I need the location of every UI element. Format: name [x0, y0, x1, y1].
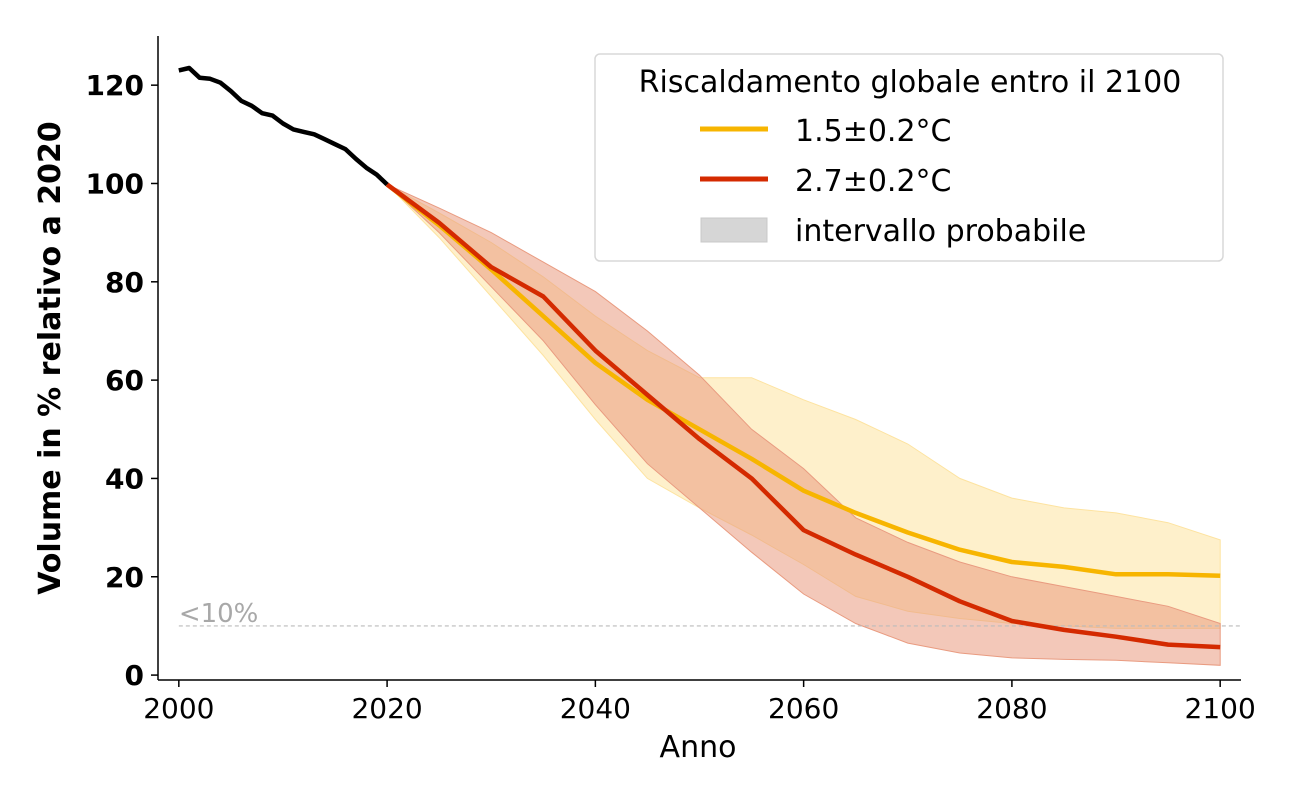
x-tick-label-2020: 2020 — [351, 692, 422, 725]
legend-label-2-7c: 2.7±0.2°C — [795, 164, 952, 199]
x-tick-label-2060: 2060 — [768, 692, 839, 725]
x-tick-label-2000: 2000 — [143, 692, 214, 725]
y-axis-title: Volume in % relativo a 2020 — [33, 121, 68, 595]
legend-label-1-5c: 1.5±0.2°C — [795, 114, 952, 149]
reference-line-label: <10% — [179, 599, 259, 629]
x-tick-label-2040: 2040 — [560, 692, 631, 725]
axes: 2000 2020 2040 2060 2080 2100 020406080100120… — [33, 36, 1256, 765]
band-2-7-0-2-c — [386, 184, 1221, 666]
y-tick-label-20: 20 — [105, 561, 144, 594]
x-tick-label-2080: 2080 — [976, 692, 1047, 725]
series-line-1-5-0-2-c — [385, 182, 1221, 579]
y-tick-label-60: 60 — [105, 364, 144, 397]
x-axis-title: Anno — [660, 730, 737, 765]
legend: Riscaldamento globale entro il 2100 1.5±… — [594, 53, 1224, 262]
plot-area: <10% — [178, 65, 1241, 666]
legend-box — [594, 53, 1224, 262]
y-tick-label-0: 0 — [125, 659, 144, 692]
y-tick-label-40: 40 — [105, 462, 144, 495]
x-tick-label-2100: 2100 — [1185, 692, 1256, 725]
legend-band-swatch — [700, 217, 768, 243]
x-ticks: 2000 2020 2040 2060 2080 2100 — [143, 680, 1256, 725]
historical-line — [178, 65, 389, 187]
series-line-2-7-0-2-c — [385, 182, 1221, 650]
y-tick-label-100: 100 — [86, 167, 144, 200]
legend-title: Riscaldamento globale entro il 2100 — [639, 65, 1182, 100]
y-tick-label-80: 80 — [105, 266, 144, 299]
y-tick-label-120: 120 — [86, 69, 144, 102]
legend-label-band: intervallo probabile — [795, 214, 1086, 249]
y-ticks: 0 20 40 60 80 100 120 — [86, 69, 158, 692]
